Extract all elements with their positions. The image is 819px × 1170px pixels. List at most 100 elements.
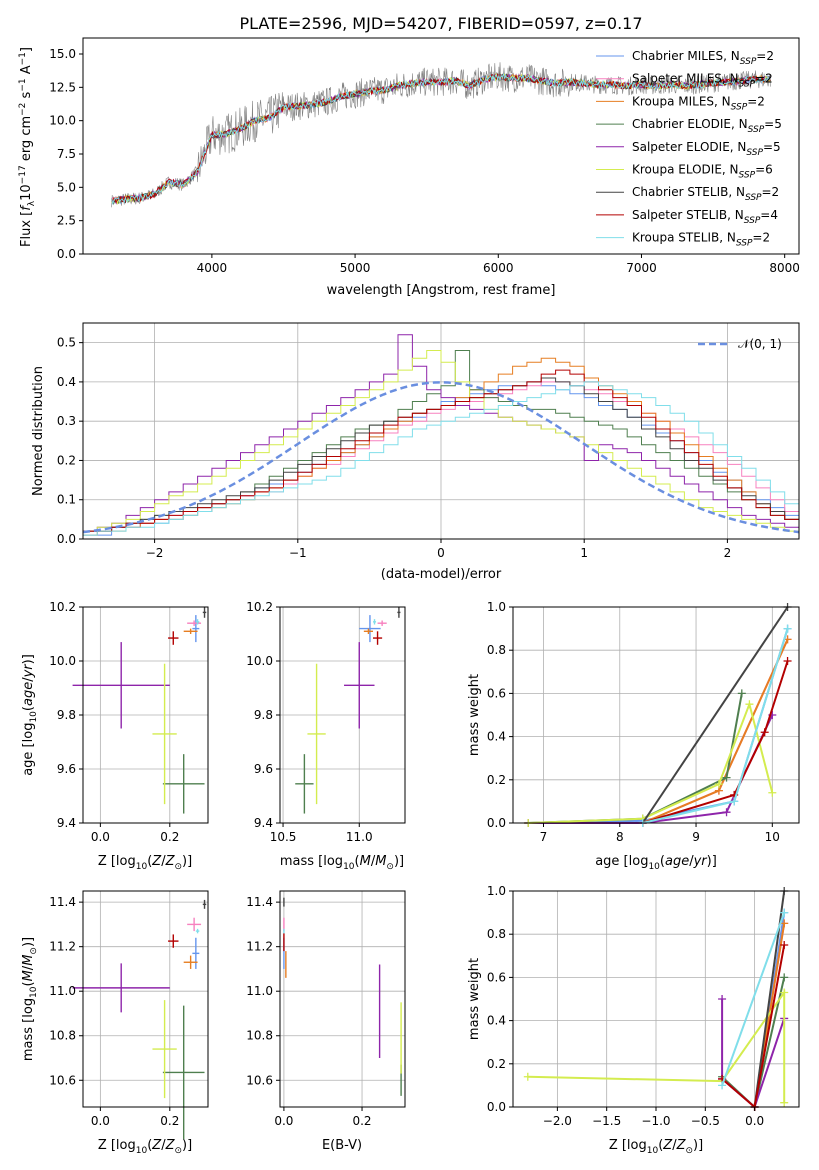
legend-label-main: Salpeter MILES, N	[632, 72, 739, 86]
p7-y-label: mass weight	[467, 958, 482, 1040]
p3-x-label: mass [log10(M/M⊙)]	[280, 854, 404, 872]
p5-point	[192, 937, 200, 969]
p7-y-tick-label: 0.0	[487, 1100, 506, 1114]
histogram-step-line	[83, 369, 799, 532]
histogram-y-tick-label: 0.0	[57, 532, 76, 546]
p4-x-tick-label: 9	[692, 830, 700, 844]
p7-x-tick-label: 0.0	[745, 1114, 764, 1128]
p5-axes-frame	[82, 890, 209, 1108]
histogram-x-tick-label: 1	[580, 546, 588, 560]
p4-x-tick-label: 7	[540, 830, 548, 844]
p7-series	[523, 887, 789, 1111]
histogram-series	[82, 334, 800, 536]
p4-y-tick-label: 0.6	[487, 686, 506, 700]
p5-ticks: 0.0 0.2 10.6 10.8 11.0 11.2 11.4	[49, 895, 179, 1128]
histogram-y-tick-label: 0.4	[57, 375, 76, 389]
histogram-x-label: (data-model)/error	[381, 567, 502, 582]
spectrum-x-label: wavelength [Angstrom, rest frame]	[327, 283, 556, 298]
spectrum-y-tick-label: 2.5	[57, 214, 76, 228]
spectrum-y-tick-label: 0.0	[57, 247, 76, 261]
p4-y-label: mass weight	[467, 674, 482, 756]
legend-label: Kroupa STELIB, NSSP=2	[632, 231, 770, 249]
p2-y-tick-label: 9.4	[57, 816, 76, 830]
observed-spectrum-line	[111, 62, 771, 208]
p4-marker	[714, 780, 723, 789]
legend-label-main: Kroupa ELODIE, N	[632, 163, 739, 177]
histogram-x-tick-label: −2	[146, 546, 164, 560]
p7-y-tick-label: 0.6	[487, 970, 506, 984]
gaussian-curve	[82, 381, 800, 534]
p7-x-tick-label: −1.0	[641, 1114, 670, 1128]
p7-marker	[718, 995, 727, 1003]
p3-y-tick-label: 10.0	[246, 654, 273, 668]
spectrum-y-tick-label: 10.0	[49, 114, 76, 128]
p2-point	[192, 615, 200, 643]
spectrum-panel: PLATE=2596, MJD=54207, FIBERID=0597, z=0…	[18, 14, 800, 298]
p6-points	[283, 897, 402, 1096]
p7-y-tick-label: 0.4	[487, 1014, 506, 1028]
p4-marker	[737, 689, 746, 698]
spectrum-axes-frame	[82, 37, 800, 255]
histogram-axes-frame	[82, 322, 800, 540]
p4-ticks: 7 8 9 10 0.0 0.2 0.4 0.6 0.8 1.0	[487, 600, 780, 844]
model-spectrum-line	[111, 72, 771, 206]
p3-point	[363, 628, 373, 634]
legend-label: Kroupa ELODIE, NSSP=6	[632, 163, 773, 181]
p4-marker	[760, 728, 769, 737]
legend-label-subscript: SSP	[744, 216, 761, 226]
legend-label-main: Chabrier STELIB, N	[632, 185, 745, 199]
p7-x-tick-label: −2.0	[543, 1114, 572, 1128]
p3-axes-frame	[279, 606, 406, 824]
p5-point	[162, 1005, 205, 1140]
histogram-step-line	[83, 334, 799, 532]
legend-label: Kroupa MILES, NSSP=2	[632, 94, 765, 112]
gaussian-legend-label: 𝒩(0, 1)	[738, 337, 782, 351]
histogram-step-line	[83, 381, 799, 536]
p4-x-label: age [log10(age/yr)]	[595, 854, 717, 872]
p5-x-tick-label: 0.0	[91, 1114, 110, 1128]
p6-y-tick-label: 11.0	[246, 984, 273, 998]
p6-y-tick-label: 11.4	[246, 895, 273, 909]
p4-marker	[783, 657, 792, 665]
p2-point	[202, 607, 207, 618]
p6-y-tick-label: 10.8	[246, 1029, 273, 1043]
p3-x-tick-label: 10.5	[270, 830, 297, 844]
p3-point	[344, 642, 375, 729]
legend-label-value: =2	[762, 185, 780, 199]
legend-label-main: Chabrier MILES, N	[632, 49, 740, 63]
p5-y-tick-label: 11.4	[49, 895, 76, 909]
spectrum-x-tick-label: 4000	[197, 261, 228, 275]
p4-y-tick-label: 0.8	[487, 643, 506, 657]
p4-series-line	[641, 606, 789, 824]
legend-label-main: Salpeter STELIB, N	[632, 208, 744, 222]
legend-label: Chabrier STELIB, NSSP=2	[632, 185, 779, 203]
p5-point	[152, 1000, 177, 1099]
extinction-mass-panel: E(B-V) 0.0 0.2 10.6 10.8 11.0 11.2 11.4	[246, 890, 406, 1153]
p7-series-line	[721, 912, 786, 1086]
p6-grid	[280, 891, 405, 1107]
legend-label: Chabrier MILES, NSSP=2	[632, 49, 774, 67]
p2-point	[187, 620, 202, 626]
histogram-x-tick-label: −1	[289, 546, 307, 560]
legend-label-value: =6	[755, 163, 773, 177]
spectrum-y-tick-label: 12.5	[49, 80, 76, 94]
spectrum-x-tick-label: 8000	[769, 261, 800, 275]
p6-x-tick-label: 0.2	[352, 1114, 371, 1128]
metallicity-massweight-panel: Z [log10(Z/Z⊙)] mass weight −2.0 −1.5 −1.0…	[467, 884, 800, 1156]
p3-y-tick-label: 9.6	[254, 762, 273, 776]
p3-point	[377, 620, 387, 626]
histogram-y-label: Normed distribution	[31, 366, 46, 496]
legend-label-subscript: SSP	[748, 125, 765, 135]
p4-marker	[730, 797, 739, 806]
spectrum-x-tick-label: 6000	[483, 261, 514, 275]
p4-x-tick-label: 10	[765, 830, 780, 844]
p3-point	[372, 619, 377, 625]
p3-point	[372, 631, 383, 645]
p2-y-tick-label: 9.8	[57, 708, 76, 722]
legend-label-value: =5	[763, 140, 781, 154]
p5-y-label: mass [log10(M/M⊙)]	[21, 937, 39, 1061]
residual-histogram-panel: (data-model)/error Normed distribution −…	[31, 322, 800, 582]
legend-label-subscript: SSP	[745, 193, 762, 203]
